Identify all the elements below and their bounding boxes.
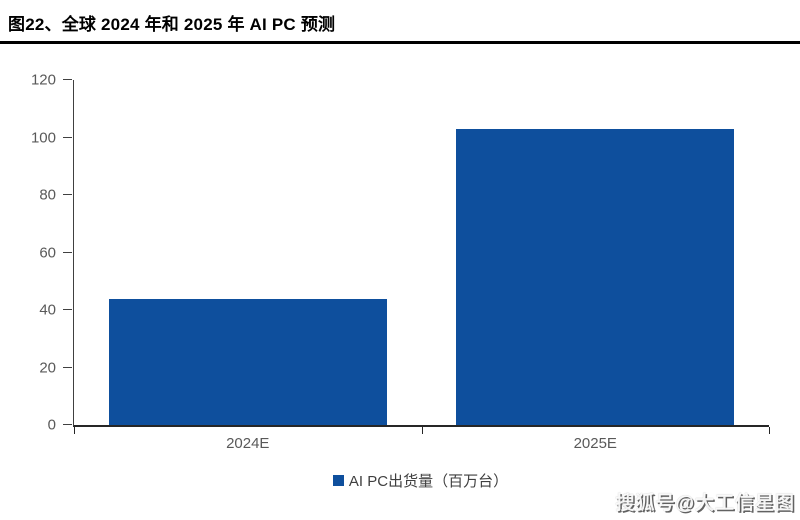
- bar-2024E: [108, 298, 387, 425]
- y-axis-tick: [63, 424, 72, 425]
- y-axis-tick-label: 20: [39, 359, 56, 376]
- bar-2025E: [456, 128, 735, 425]
- y-axis-tick-label: 40: [39, 301, 56, 319]
- y-axis-tick-label: 120: [30, 71, 56, 89]
- x-axis-tick: [769, 427, 770, 434]
- y-axis-tick-label: 80: [39, 186, 56, 204]
- y-axis-tick: [63, 79, 72, 80]
- y-axis-tick: [63, 194, 72, 195]
- title-underline: [0, 41, 800, 44]
- legend: AI PC出货量（百万台）: [73, 470, 768, 491]
- y-axis-tick: [63, 366, 72, 368]
- x-axis-category-label: 2025E: [573, 435, 617, 452]
- x-axis-category-label: 2024E: [226, 435, 270, 452]
- y-axis-tick-label: 0: [47, 416, 56, 434]
- chart-title: 图22、全球 2024 年和 2025 年 AI PC 预测: [8, 15, 336, 34]
- legend-swatch-icon: [332, 475, 344, 486]
- y-axis-tick-label: 100: [30, 129, 56, 146]
- y-axis-tick-label: 60: [39, 244, 56, 261]
- x-axis-tick: [74, 427, 75, 434]
- y-axis-tick: [63, 251, 72, 253]
- y-axis-tick: [63, 136, 72, 138]
- legend-label: AI PC出货量（百万台）: [348, 473, 509, 490]
- x-axis-tick: [421, 427, 423, 434]
- plot-area: 0 20 40 60 80 100 120 2024E 2025E: [31, 73, 770, 452]
- watermark: 搜狐号@大工信星图: [615, 493, 795, 514]
- y-axis-tick: [63, 309, 72, 310]
